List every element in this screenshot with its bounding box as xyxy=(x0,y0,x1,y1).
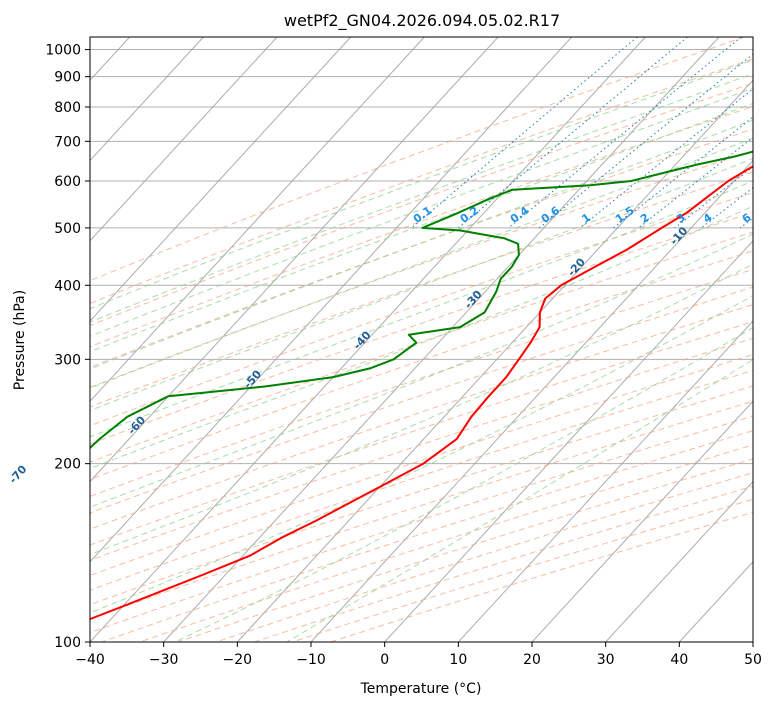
moist-adiabat-line xyxy=(90,233,753,508)
dry-adiabat-label: -70 xyxy=(7,463,30,487)
moist-adiabat-line xyxy=(90,59,753,310)
y-tick-label: 300 xyxy=(54,352,81,368)
moist-adiabat-line xyxy=(174,327,753,642)
dry-adiabat-line xyxy=(90,337,753,561)
y-tick-label: 1000 xyxy=(45,43,81,59)
isotherm-line xyxy=(90,37,573,563)
dry-adiabat-line xyxy=(90,385,753,606)
dry-adiabat-line xyxy=(330,511,753,642)
isotherm-line xyxy=(90,37,499,483)
mixing-ratio-line xyxy=(674,165,753,229)
mixing-ratio-line xyxy=(579,88,753,229)
mixing-ratio-label: 0.1 xyxy=(411,204,434,226)
x-tick-label: −40 xyxy=(75,652,105,668)
x-tick-label: −10 xyxy=(296,652,326,668)
isotherm-line xyxy=(90,37,425,402)
isotherm-line xyxy=(310,159,753,642)
plot-frame xyxy=(89,36,754,643)
x-tick-label: 40 xyxy=(670,652,688,668)
isotherm-line xyxy=(90,37,646,642)
mixing-ratio-line xyxy=(458,37,688,229)
isotherm-line xyxy=(90,37,352,322)
y-tick-label: 200 xyxy=(54,457,81,473)
dry-adiabat-label: -40 xyxy=(351,328,374,352)
isotherm-line xyxy=(457,320,753,642)
isotherm-line xyxy=(163,37,720,642)
isotherm-line xyxy=(531,400,753,642)
mixing-ratio-label: 1.5 xyxy=(613,204,636,226)
y-axis-title: Pressure (hPa) xyxy=(12,290,28,390)
mixing-ratio-line xyxy=(508,37,742,229)
isotherm-line xyxy=(90,37,204,162)
dry-adiabat-line xyxy=(139,444,753,642)
y-tick-label: 400 xyxy=(54,278,81,294)
mixing-ratio-line xyxy=(769,37,775,228)
moist-adiabat-line xyxy=(90,73,753,323)
dewpoint-profile-line xyxy=(90,150,753,450)
mixing-ratio-line xyxy=(538,53,753,229)
dry-adiabat-label: -30 xyxy=(462,288,485,312)
moist-adiabat-line xyxy=(90,137,753,389)
x-tick-label: 0 xyxy=(380,652,389,668)
mixing-ratio-line xyxy=(739,217,753,229)
mixing-ratio-label: 1 xyxy=(579,211,593,226)
mixing-ratio-line xyxy=(411,37,638,229)
dry-adiabat-line xyxy=(90,150,753,388)
dry-adiabat-line xyxy=(101,430,753,642)
isotherm-line xyxy=(678,561,753,642)
moist-adiabat-line xyxy=(90,294,753,614)
isotherm-line xyxy=(90,37,278,242)
mixing-ratio-line xyxy=(638,136,753,229)
y-tick-label: 500 xyxy=(54,221,81,237)
y-tick-label: 700 xyxy=(54,134,81,150)
x-tick-label: −20 xyxy=(223,652,253,668)
x-tick-label: 30 xyxy=(597,652,615,668)
isotherm-line xyxy=(605,480,753,642)
moist-adiabat-line xyxy=(286,358,753,642)
moist-adiabat-line xyxy=(90,263,753,556)
dry-adiabat-line xyxy=(215,472,753,642)
isotherm-line xyxy=(0,37,56,642)
profile-layer xyxy=(90,150,753,621)
x-tick-label: 50 xyxy=(744,652,762,668)
y-tick-label: 800 xyxy=(54,100,81,116)
dry-adiabat-line xyxy=(90,212,753,445)
temperature-profile-line xyxy=(90,165,753,621)
x-axis-title: Temperature (°C) xyxy=(360,681,482,697)
x-tick-label: 20 xyxy=(523,652,541,668)
mixing-ratio-label: 0.6 xyxy=(539,204,563,226)
isotherm-line xyxy=(384,240,753,642)
isotherm-line xyxy=(752,641,753,642)
dry-adiabat-line xyxy=(90,171,753,408)
dry-adiabat-label: -20 xyxy=(565,255,588,279)
moist-adiabat-line xyxy=(90,157,753,412)
mixing-ratio-label: 4 xyxy=(701,211,715,226)
dry-adiabat-line xyxy=(90,268,753,498)
dry-adiabat-line xyxy=(90,354,753,576)
chart-title: wetPf2_GN04.2026.094.05.02.R17 xyxy=(284,11,560,31)
y-tick-label: 100 xyxy=(54,635,81,651)
y-tick-label: 600 xyxy=(54,174,81,190)
moist-adiabat-line xyxy=(90,180,753,438)
axis-ticks: −40 −30 −20 −10 0 10 20 30 40 50 100 200 300 400 500 60… xyxy=(45,43,762,668)
dry-adiabat-line xyxy=(90,58,753,305)
x-tick-label: 10 xyxy=(449,652,467,668)
dry-adiabat-line xyxy=(90,415,753,634)
isotherm-line xyxy=(236,79,753,642)
mixing-ratio-label: 0.4 xyxy=(508,204,532,226)
x-tick-label: −30 xyxy=(149,652,179,668)
mixing-ratio-line xyxy=(613,116,753,229)
dry-adiabat-line xyxy=(90,250,753,481)
annotation-layer: 0.10.20.40.611.52346-100-90-80-70-60-50-… xyxy=(7,204,754,487)
dry-adiabat-line xyxy=(90,128,753,369)
dry-adiabat-line xyxy=(90,37,745,282)
y-tick-label: 900 xyxy=(54,70,81,86)
grid-layer xyxy=(0,37,775,642)
dry-adiabat-line xyxy=(90,304,753,530)
